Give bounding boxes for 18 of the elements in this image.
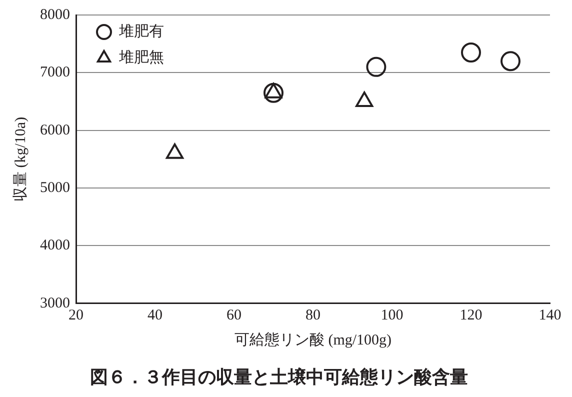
x-tick-label: 40 (148, 307, 162, 324)
y-tick-label: 3000 (40, 295, 70, 312)
y-tick-label: 5000 (40, 180, 70, 196)
x-axis-title: 可給態リン酸 (mg/100g) (234, 331, 392, 348)
x-tick-label: 60 (226, 307, 242, 324)
x-tick-label: 120 (460, 307, 482, 324)
y-tick-label: 4000 (40, 238, 70, 254)
x-tick-label: 80 (306, 307, 320, 324)
y-tick-label: 7000 (40, 64, 70, 81)
text: 図６．３作目の収量と土壌中可給態リン酸含量 (90, 366, 468, 388)
x-tick-label: 100 (380, 307, 404, 324)
x-tick-label: 20 (68, 307, 84, 324)
legend-label: 堆肥有 (118, 22, 164, 40)
legend-label: 堆肥無 (118, 48, 164, 66)
y-tick-label: 8000 (40, 6, 70, 23)
y-axis-title: 収量 (kg/10a) (12, 116, 29, 202)
y-tick-label: 6000 (40, 122, 70, 138)
x-tick-label: 140 (538, 307, 562, 324)
